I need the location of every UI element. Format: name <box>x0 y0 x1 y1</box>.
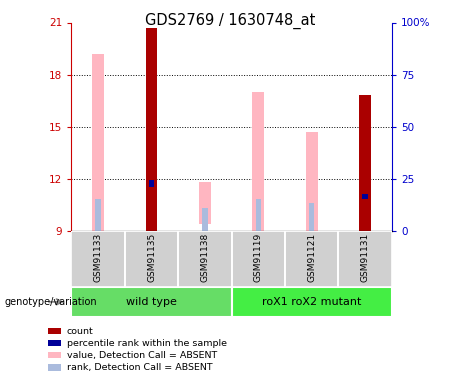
Text: count: count <box>67 327 94 336</box>
Bar <box>306 132 318 231</box>
Bar <box>362 194 368 200</box>
Bar <box>48 340 61 346</box>
Text: GSM91131: GSM91131 <box>361 233 370 282</box>
Bar <box>149 180 154 187</box>
Bar <box>338 231 392 287</box>
Text: GSM91121: GSM91121 <box>307 233 316 282</box>
Bar <box>146 28 157 231</box>
Bar <box>231 231 285 287</box>
Text: GDS2769 / 1630748_at: GDS2769 / 1630748_at <box>145 13 316 29</box>
Bar <box>125 231 178 287</box>
Bar <box>95 200 101 231</box>
Bar <box>48 364 61 370</box>
Text: percentile rank within the sample: percentile rank within the sample <box>67 339 227 348</box>
Bar <box>199 182 211 224</box>
Bar <box>309 203 314 231</box>
Bar <box>178 231 231 287</box>
Bar <box>71 287 231 317</box>
Text: genotype/variation: genotype/variation <box>5 297 97 307</box>
Bar <box>92 54 104 231</box>
Bar <box>202 208 207 231</box>
Bar <box>285 231 338 287</box>
Text: roX1 roX2 mutant: roX1 roX2 mutant <box>262 297 361 307</box>
Text: GSM91138: GSM91138 <box>201 233 209 282</box>
Bar <box>253 92 264 231</box>
Text: GSM91119: GSM91119 <box>254 233 263 282</box>
Bar <box>359 95 371 231</box>
Bar <box>256 200 261 231</box>
Text: wild type: wild type <box>126 297 177 307</box>
Text: GSM91133: GSM91133 <box>94 233 103 282</box>
Bar <box>71 231 125 287</box>
Text: GSM91135: GSM91135 <box>147 233 156 282</box>
Bar <box>48 328 61 334</box>
Bar <box>48 352 61 358</box>
Bar <box>231 287 392 317</box>
Text: value, Detection Call = ABSENT: value, Detection Call = ABSENT <box>67 351 217 360</box>
Text: rank, Detection Call = ABSENT: rank, Detection Call = ABSENT <box>67 363 212 372</box>
